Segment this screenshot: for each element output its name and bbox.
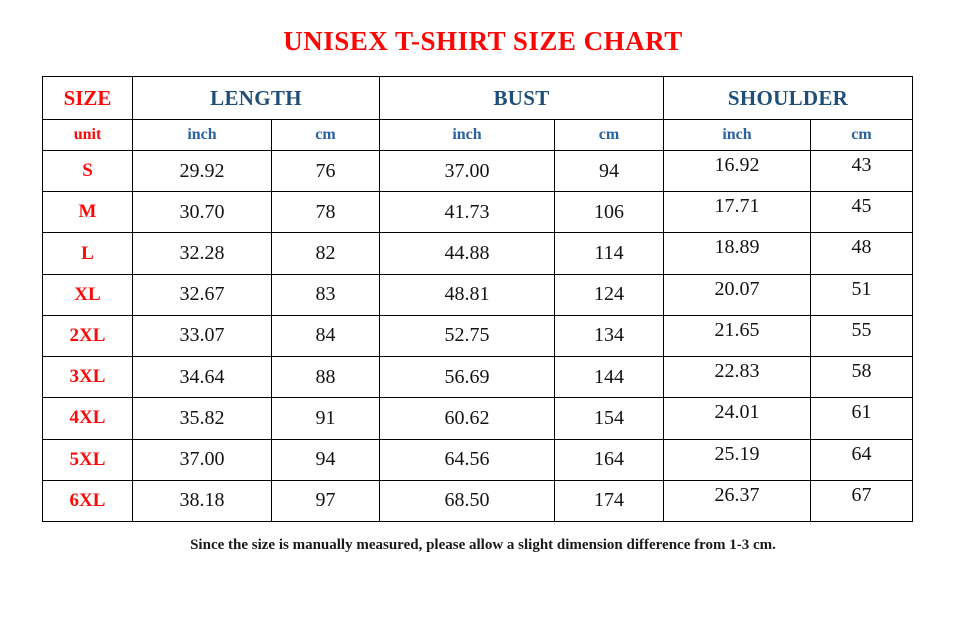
cell-shoulder-cm: 43 — [809, 149, 914, 193]
shoulder-inch-header: inch — [663, 119, 811, 151]
table-row: S 29.92 76 37.00 94 16.92 43 — [42, 149, 914, 193]
cell-shoulder-inch: 25.19 — [663, 438, 811, 481]
cell-length-inch: 29.92 — [132, 149, 272, 193]
cell-shoulder-cm: 55 — [809, 314, 914, 358]
cell-bust-inch: 44.88 — [379, 232, 555, 275]
bust-cm-header: cm — [554, 119, 664, 151]
cell-shoulder-inch: 16.92 — [663, 149, 811, 193]
cell-shoulder-cm: 61 — [809, 397, 914, 440]
cell-bust-inch: 41.73 — [379, 191, 555, 234]
cell-shoulder-cm: 45 — [809, 191, 914, 234]
cell-length-inch: 32.67 — [132, 273, 272, 316]
cell-shoulder-cm: 51 — [809, 273, 914, 316]
length-inch-header: inch — [132, 119, 272, 151]
shoulder-column-header: SHOULDER — [662, 76, 914, 120]
unit-label: unit — [42, 119, 133, 151]
cell-bust-inch: 52.75 — [379, 314, 555, 358]
cell-bust-cm: 94 — [554, 149, 664, 193]
bust-column-header: BUST — [379, 76, 664, 120]
cell-shoulder-cm: 67 — [809, 479, 914, 523]
cell-shoulder-inch: 24.01 — [663, 397, 811, 440]
cell-bust-cm: 114 — [554, 232, 664, 275]
footer-note: Since the size is manually measured, ple… — [190, 537, 776, 553]
cell-shoulder-cm: 58 — [809, 356, 914, 399]
table-row: M 30.70 78 41.73 106 17.71 45 — [42, 191, 914, 234]
table-row: 6XL 38.18 97 68.50 174 26.37 67 — [42, 479, 914, 523]
cell-shoulder-inch: 17.71 — [663, 191, 811, 234]
cell-bust-inch: 56.69 — [379, 356, 555, 399]
group-header-row: SIZE LENGTH BUST SHOULDER — [42, 76, 914, 120]
cell-bust-cm: 174 — [554, 479, 664, 523]
cell-bust-inch: 48.81 — [379, 273, 555, 316]
table-row: 3XL 34.64 88 56.69 144 22.83 58 — [42, 356, 914, 399]
table-row: 5XL 37.00 94 64.56 164 25.19 64 — [42, 438, 914, 481]
size-column-header: SIZE — [42, 76, 133, 120]
cell-bust-inch: 37.00 — [379, 149, 555, 193]
cell-shoulder-inch: 22.83 — [663, 356, 811, 399]
cell-length-inch: 38.18 — [132, 479, 272, 523]
cell-length-inch: 34.64 — [132, 356, 272, 399]
cell-length-inch: 37.00 — [132, 438, 272, 481]
bust-inch-header: inch — [379, 119, 555, 151]
cell-shoulder-inch: 21.65 — [663, 314, 811, 358]
row-size-label: 6XL — [42, 479, 133, 523]
cell-bust-cm: 144 — [554, 356, 664, 399]
cell-length-cm: 94 — [271, 438, 380, 481]
cell-length-inch: 33.07 — [132, 314, 272, 358]
cell-shoulder-cm: 48 — [809, 232, 914, 275]
cell-bust-cm: 164 — [554, 438, 664, 481]
cell-bust-cm: 124 — [554, 273, 664, 316]
cell-length-inch: 32.28 — [132, 232, 272, 275]
cell-shoulder-inch: 26.37 — [663, 479, 811, 523]
table-row: L 32.28 82 44.88 114 18.89 48 — [42, 232, 914, 275]
cell-bust-cm: 134 — [554, 314, 664, 358]
cell-length-cm: 82 — [271, 232, 380, 275]
cell-length-cm: 97 — [271, 479, 380, 523]
page-title: UNISEX T-SHIRT SIZE CHART — [283, 26, 683, 56]
cell-length-cm: 84 — [271, 314, 380, 358]
cell-shoulder-cm: 64 — [809, 438, 914, 481]
cell-length-cm: 76 — [271, 149, 380, 193]
table-row: XL 32.67 83 48.81 124 20.07 51 — [42, 273, 914, 316]
cell-bust-inch: 68.50 — [379, 479, 555, 523]
cell-bust-cm: 154 — [554, 397, 664, 440]
row-size-label: S — [42, 149, 133, 193]
shoulder-cm-header: cm — [809, 119, 914, 151]
table-row: 2XL 33.07 84 52.75 134 21.65 55 — [42, 314, 914, 358]
cell-length-cm: 83 — [271, 273, 380, 316]
cell-length-cm: 91 — [271, 397, 380, 440]
cell-length-inch: 30.70 — [132, 191, 272, 234]
cell-length-cm: 78 — [271, 191, 380, 234]
cell-bust-inch: 60.62 — [379, 397, 555, 440]
row-size-label: XL — [42, 273, 133, 316]
row-size-label: 2XL — [42, 314, 133, 358]
cell-length-cm: 88 — [271, 356, 380, 399]
row-size-label: M — [42, 191, 133, 234]
length-cm-header: cm — [271, 119, 380, 151]
cell-bust-cm: 106 — [554, 191, 664, 234]
row-size-label: 3XL — [42, 356, 133, 399]
length-column-header: LENGTH — [132, 76, 380, 120]
cell-bust-inch: 64.56 — [379, 438, 555, 481]
row-size-label: 4XL — [42, 397, 133, 440]
row-size-label: L — [42, 232, 133, 275]
size-chart-body: S 29.92 76 37.00 94 16.92 43 M 30.70 78 … — [42, 149, 914, 523]
table-row: 4XL 35.82 91 60.62 154 24.01 61 — [42, 397, 914, 440]
size-chart-table: SIZE LENGTH BUST SHOULDER unit inch cm i… — [42, 76, 914, 523]
cell-shoulder-inch: 18.89 — [663, 232, 811, 275]
unit-header-row: unit inch cm inch cm inch cm — [42, 119, 914, 151]
cell-shoulder-inch: 20.07 — [663, 273, 811, 316]
row-size-label: 5XL — [42, 438, 133, 481]
cell-length-inch: 35.82 — [132, 397, 272, 440]
